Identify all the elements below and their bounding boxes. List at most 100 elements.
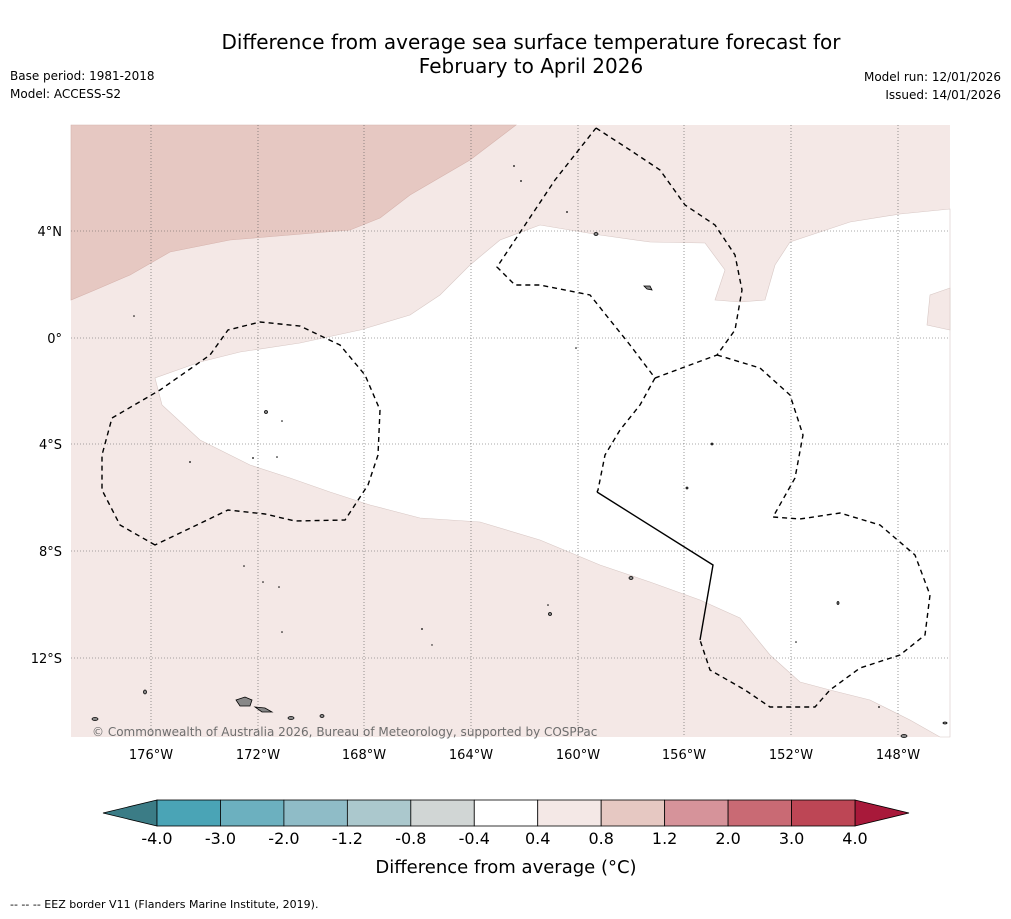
gridlines (71, 125, 950, 737)
lat-label-0: 0° (47, 332, 62, 347)
island-islet-7 (628, 576, 634, 580)
atoll-dots (133, 165, 880, 708)
island-islet-11 (836, 601, 840, 605)
atoll-dot (243, 565, 245, 567)
lon-label-168w: 168°W (342, 748, 386, 763)
atoll-dot (262, 581, 264, 583)
colorbar-tick-label: -3.0 (205, 829, 236, 848)
warm-anomaly-zone (70, 124, 517, 301)
island-islet-1 (143, 689, 147, 695)
eez-solid-border (596, 491, 714, 641)
colorbar-cell (156, 799, 221, 827)
eez-french-polynesia (699, 354, 931, 708)
colorbar-over-arrow (854, 799, 910, 827)
lon-label-152w: 152°W (769, 748, 813, 763)
colorbar-tick-label: -0.4 (459, 829, 490, 848)
colorbar-cell (410, 799, 475, 827)
colorbar-tick-label: 3.0 (779, 829, 804, 848)
island-islet-9 (685, 486, 689, 490)
eez-kiribati-phoenix (101, 321, 381, 546)
colorbar-tick-label: -2.0 (268, 829, 299, 848)
atoll-dot (547, 604, 549, 606)
colorbar-tick-label: -4.0 (141, 829, 172, 848)
lon-label-172w: 172°W (236, 748, 280, 763)
colorbar-tick-label: -0.8 (395, 829, 426, 848)
atoll-dot (795, 641, 797, 643)
atoll-dot (276, 456, 278, 458)
eez-borders (101, 127, 931, 708)
copyright-notice: © Commonwealth of Australia 2026, Bureau… (92, 725, 597, 739)
atoll-dot (513, 165, 515, 167)
colorbar-cell (600, 799, 666, 827)
island-kiritimati (643, 285, 653, 291)
island-islet-10 (710, 442, 714, 446)
atoll-dot (566, 211, 568, 213)
colorbar-under-arrow (102, 799, 158, 827)
colorbar-cell (473, 799, 539, 827)
colorbar-tick-label: 0.4 (525, 829, 550, 848)
issued-date: Issued: 14/01/2026 (885, 88, 1001, 102)
lon-label-176w: 176°W (129, 748, 173, 763)
atoll-dot (878, 706, 880, 708)
colorbar-cell (537, 799, 602, 827)
colorbar: -4.0 -3.0 -2.0 -1.2 -0.8 -0.4 0.4 0.8 1.2 2.0 3.0 4… (102, 799, 910, 878)
model-name: Model: ACCESS-S2 (10, 87, 122, 101)
island-islet-5 (593, 232, 599, 236)
colorbar-title: Difference from average (°C) (375, 857, 636, 878)
atoll-dot (421, 628, 423, 630)
chart-title: Difference from average sea surface temp… (0, 30, 1011, 78)
base-period: Base period: 1981-2018 (10, 69, 155, 83)
eez-kiribati-line-south (596, 377, 656, 493)
neutral-zone (154, 208, 951, 738)
meta-left: Base period: 1981-2018 Model: ACCESS-S2 (10, 67, 155, 103)
colorbar-cell (283, 799, 348, 827)
colorbar-cell (220, 799, 285, 827)
island-islet-3 (287, 716, 295, 720)
atoll-dot (252, 457, 254, 459)
colorbar-tick-label: 2.0 (715, 829, 740, 848)
island-islet-8 (548, 612, 552, 616)
colorbar-tick-label: 1.2 (652, 829, 677, 848)
atoll-dot (575, 347, 577, 349)
meta-right: Model run: 12/01/2026 Issued: 14/01/2026 (864, 68, 1001, 104)
lat-label-12s: 12°S (31, 652, 62, 667)
eez-kiribati-line-north (496, 127, 743, 379)
island-islet-2 (91, 717, 99, 721)
colorbar-cells (156, 799, 856, 827)
colorbar-tick-labels: -4.0 -3.0 -2.0 -1.2 -0.8 -0.4 0.4 0.8 1.2 2.0 3.0 4… (141, 829, 867, 848)
lon-label-164w: 164°W (449, 748, 493, 763)
colorbar-cell (791, 799, 856, 827)
model-run: Model run: 12/01/2026 (863, 70, 1001, 84)
atoll-dot (278, 586, 280, 588)
title-line-2: February to April 2026 (418, 54, 644, 78)
colorbar-cell (664, 799, 729, 827)
lon-label-160w: 160°W (556, 748, 600, 763)
warm-patch-east (926, 287, 951, 331)
island-islet-12 (900, 734, 908, 738)
lon-label-148w: 148°W (876, 748, 920, 763)
atoll-dot (189, 461, 191, 463)
colorbar-tick-label: 0.8 (588, 829, 613, 848)
island-islet-6 (264, 410, 268, 414)
island-islet-13 (942, 721, 948, 725)
eez-footnote: -- -- -- EEZ border V11 (Flanders Marine… (10, 898, 319, 911)
colorbar-cell (346, 799, 412, 827)
atoll-dot (281, 631, 283, 633)
colorbar-tick-label: -1.2 (332, 829, 363, 848)
colorbar-cell (727, 799, 792, 827)
lat-label-4s: 4°S (39, 438, 62, 453)
colorbar-tick-label: 4.0 (842, 829, 867, 848)
atoll-dot (281, 420, 283, 422)
atoll-dot (520, 180, 522, 182)
island-savaii (235, 696, 253, 707)
atoll-dot (133, 315, 135, 317)
island-islet-4 (319, 714, 325, 718)
lat-label-4n: 4°N (38, 225, 63, 240)
island-upolu (253, 706, 274, 713)
title-line-1: Difference from average sea surface temp… (221, 30, 841, 54)
lat-label-8s: 8°S (39, 545, 62, 560)
atoll-dot (431, 644, 433, 646)
islands (91, 232, 948, 738)
lon-label-156w: 156°W (662, 748, 706, 763)
